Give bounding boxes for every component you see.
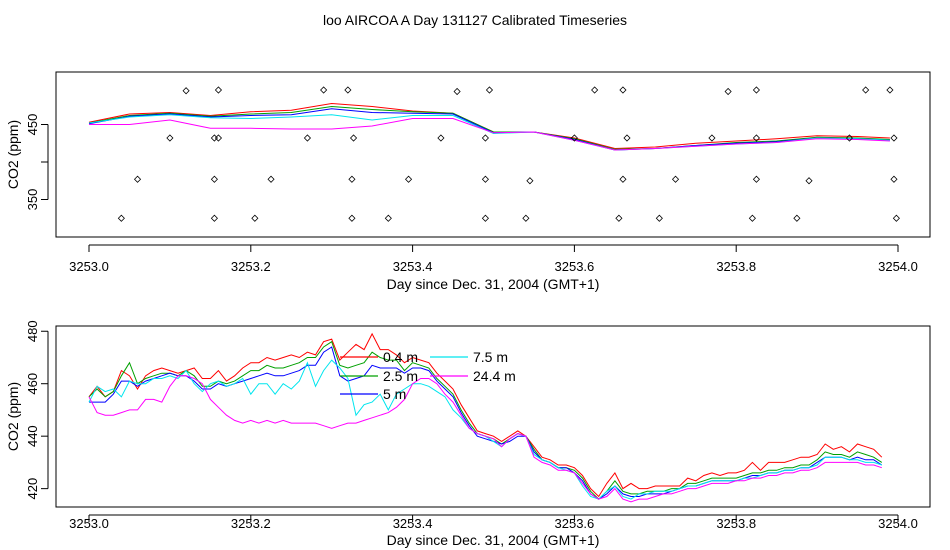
x-tick-label: 3253.6 (555, 516, 595, 531)
legend-label: 24.4 m (473, 368, 516, 384)
x-tick-label: 3254.0 (878, 516, 918, 531)
sample-point (619, 175, 627, 183)
y-tick-label: 460 (25, 373, 40, 395)
legend-label: 2.5 m (383, 368, 418, 384)
sample-point (214, 134, 223, 142)
sample-point (453, 87, 461, 96)
series-line-5-m (89, 346, 883, 500)
sample-point (655, 214, 663, 222)
x-axis-label: Day since Dec. 31, 2004 (GMT+1) (387, 532, 600, 548)
sample-point (591, 86, 599, 94)
sample-point (384, 214, 392, 222)
sample-point (166, 134, 174, 142)
top-panel: 3253.0 3253.2 3253.4 3253.6 3253.8 3254.0 Day … (5, 71, 931, 292)
sample-point (619, 86, 627, 94)
sample-point (481, 214, 489, 222)
sample-point (267, 175, 275, 183)
sample-point (886, 86, 894, 94)
sample-point (303, 134, 311, 142)
series-line-2-5-m (88, 105, 890, 150)
sample-point (481, 134, 489, 142)
legend-label: 0.4 m (383, 349, 418, 365)
y-tick-label: 440 (25, 425, 40, 447)
sample-point (623, 134, 631, 142)
x-axis-label: Day since Dec. 31, 2004 (GMT+1) (387, 276, 600, 292)
sample-point (485, 86, 494, 94)
sample-point (522, 214, 530, 222)
plot-frame (55, 71, 931, 238)
x-tick-label: 3253.0 (69, 259, 109, 274)
sample-point (890, 134, 898, 142)
x-tick-label: 3253.8 (716, 259, 756, 274)
series-line-24-4-m (89, 118, 890, 151)
sample-point (348, 175, 356, 183)
sample-point (793, 214, 801, 222)
x-tick-label: 3253.2 (231, 516, 271, 531)
sample-point (210, 214, 218, 222)
x-tick-label: 3253.6 (555, 259, 595, 274)
x-tick-label: 3253.4 (393, 516, 433, 531)
sample-point (862, 86, 870, 94)
sample-point (708, 134, 716, 142)
series-line-0-4-m (88, 332, 883, 498)
sample-point (437, 134, 445, 142)
y-tick-label: 450 (25, 114, 40, 136)
sample-point (133, 175, 142, 183)
sample-point (892, 214, 900, 222)
sample-point (748, 214, 756, 222)
sample-point (117, 214, 125, 222)
bottom-panel: 3253.0 3253.2 3253.4 3253.6 3253.8 3254.0 Day … (5, 320, 931, 548)
sample-point (404, 175, 413, 183)
sample-point (615, 214, 623, 222)
y-axis-label: CO2 (ppm) (5, 120, 21, 189)
x-tick-label: 3253.0 (69, 516, 109, 531)
figure-title: loo AIRCOA A Day 131127 Calibrated Times… (323, 12, 627, 28)
sample-point (182, 87, 190, 95)
sample-point (210, 175, 218, 183)
sample-point (845, 134, 854, 142)
legend-label: 5 m (383, 386, 406, 402)
series-line-7-5-m (88, 114, 890, 151)
sample-point (481, 175, 489, 183)
sample-point (210, 134, 218, 142)
y-tick-label: 480 (25, 320, 40, 342)
sample-point (752, 86, 760, 94)
sample-point (890, 175, 898, 183)
y-tick-label: 420 (25, 478, 40, 500)
sample-point (320, 86, 328, 94)
sample-point (752, 175, 760, 183)
sample-point (752, 134, 760, 142)
sample-point (570, 134, 578, 142)
series-line-2-5-m (88, 340, 883, 500)
x-tick-label: 3253.2 (231, 259, 271, 274)
sample-point (349, 134, 358, 142)
sample-point (526, 177, 534, 185)
sample-point (724, 87, 732, 96)
legend-label: 7.5 m (473, 349, 508, 365)
sample-point (805, 177, 813, 185)
x-tick-label: 3253.8 (716, 516, 756, 531)
sample-point (251, 214, 259, 222)
y-tick-label: 350 (25, 189, 40, 211)
y-axis-label: CO2 (ppm) (5, 382, 21, 451)
series-line-24-4-m (88, 375, 882, 503)
sample-point (671, 175, 680, 183)
sample-point (348, 214, 356, 222)
x-tick-label: 3254.0 (878, 259, 918, 274)
sample-point (344, 86, 352, 94)
x-tick-label: 3253.4 (393, 259, 433, 274)
sample-point (214, 86, 223, 94)
plot-frame (55, 325, 931, 508)
